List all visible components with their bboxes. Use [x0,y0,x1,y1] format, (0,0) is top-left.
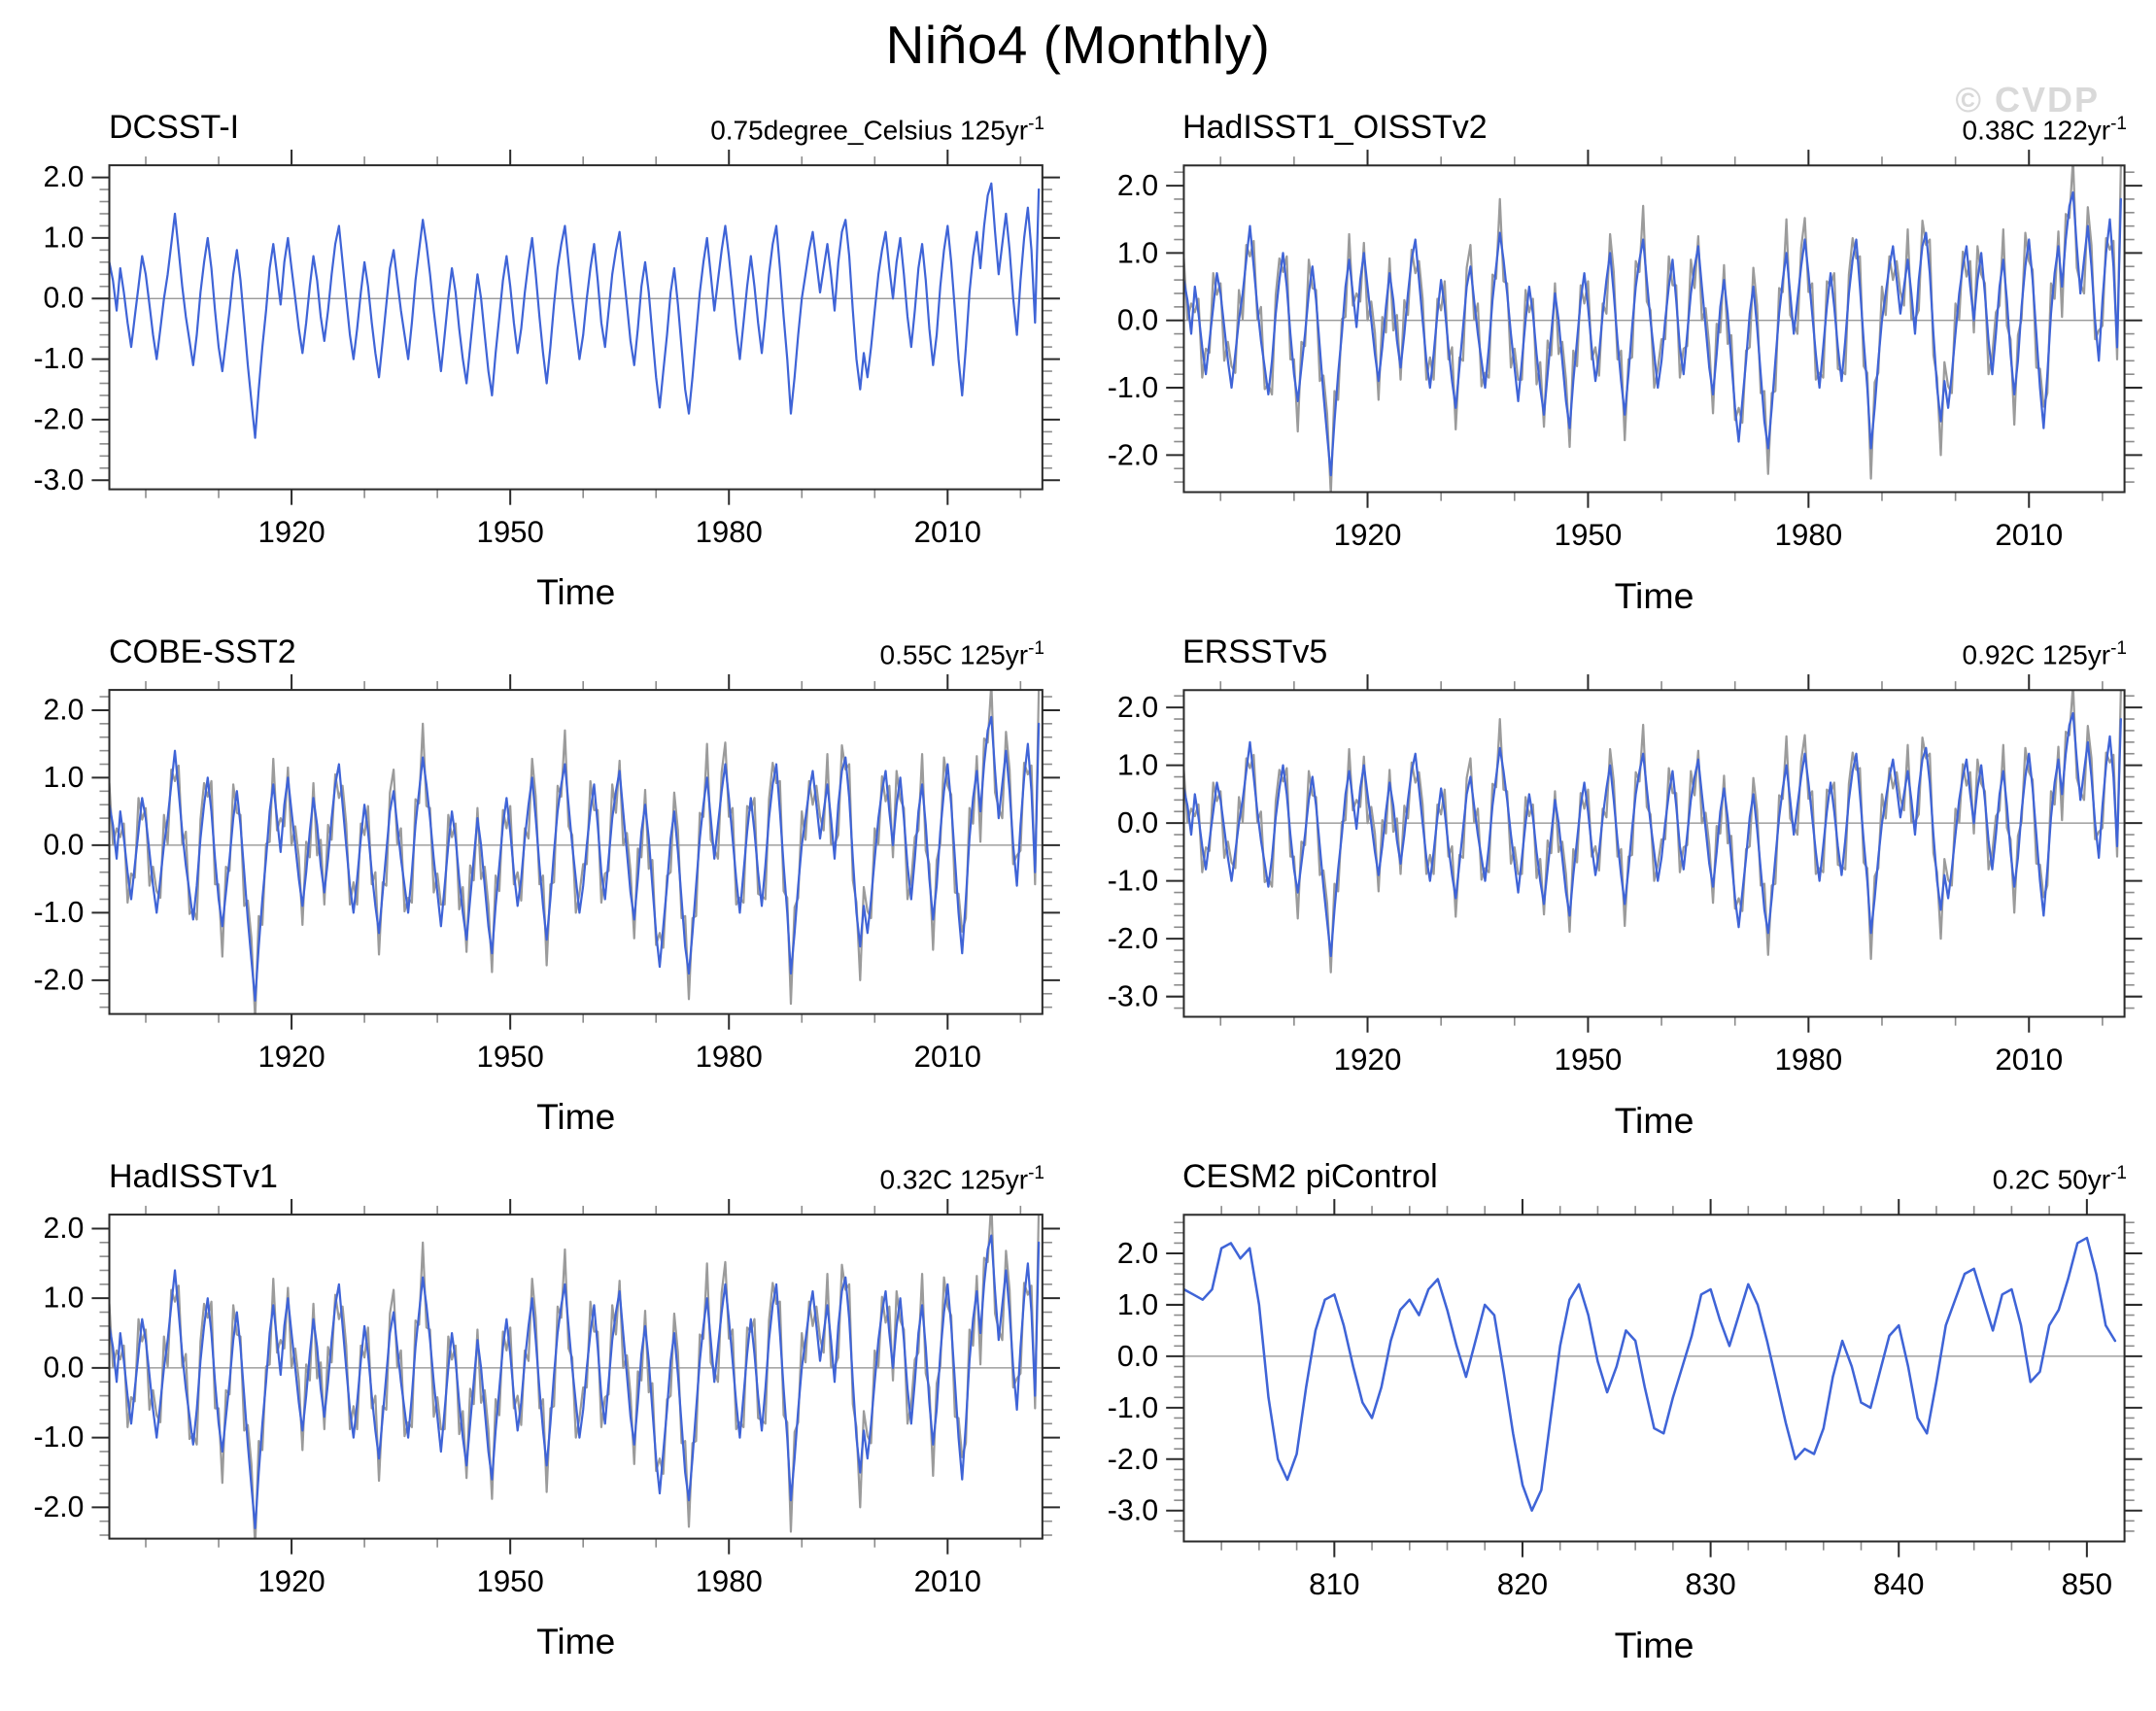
svg-text:1950: 1950 [477,1040,544,1074]
chart-panel-cobe-sst2: COBE-SST2 0.55C 125yr-1 1920 1950 1980 2010… [0,626,1074,1150]
svg-text:-1.0: -1.0 [1108,1391,1158,1424]
svg-text:Time: Time [536,1096,615,1137]
svg-text:0.0: 0.0 [1117,304,1158,337]
svg-text:2010: 2010 [914,1564,981,1598]
panel-title: CESM2 piControl [1182,1158,1438,1196]
svg-text:-3.0: -3.0 [1108,1494,1158,1527]
svg-text:0.0: 0.0 [1117,806,1158,839]
figure: Niño4 (Monthly) © CVDP DCSST-I 0.75degre… [0,0,2156,1676]
svg-text:1920: 1920 [257,1040,325,1074]
svg-text:-1.0: -1.0 [33,897,84,929]
panel-title: HadISSTv1 [109,1158,278,1196]
svg-text:-1.0: -1.0 [1108,865,1158,898]
svg-text:1.0: 1.0 [44,762,85,794]
svg-text:Time: Time [536,571,615,612]
chart-panel-dcsst-i: DCSST-I 0.75degree_Celsius 125yr-1 1920 1… [0,101,1074,626]
line-chart: 1920 1950 1980 2010 2.0 1.0 0.0 -1.0 -2.0 -3.0 Tim… [33,150,1060,612]
svg-text:1.0: 1.0 [1117,1288,1158,1321]
svg-text:820: 820 [1497,1568,1548,1602]
cvdp-watermark: © CVDP [1955,80,2100,120]
line-chart: 1920 1950 1980 2010 2.0 1.0 0.0 -1.0 -2.0 -3.0 Tim… [1108,674,2142,1141]
chart-panel-cesm2-picontrol: CESM2 piControl 0.2C 50yr-1 810 820 830 840… [1074,1150,2156,1675]
panel-trend-label: 0.2C 50yr-1 [1992,1163,2127,1195]
svg-text:1.0: 1.0 [44,222,85,254]
svg-text:-2.0: -2.0 [1108,922,1158,955]
chart-panel-hadisst1-oisstv2: HadISST1_OISSTv2 0.38C 122yr-1 1920 1950 1… [1074,101,2156,626]
panel-title: ERSSTv5 [1182,633,1328,671]
chart-panel-ersstv5: ERSSTv5 0.92C 125yr-1 1920 1950 1980 2010 2.… [1074,626,2156,1150]
line-chart: 1920 1950 1980 2010 2.0 1.0 0.0 -1.0 -2.0 Time [33,1199,1060,1662]
svg-text:Time: Time [1615,1100,1694,1141]
svg-text:-1.0: -1.0 [1108,371,1158,404]
line-chart: 1920 1950 1980 2010 2.0 1.0 0.0 -1.0 -2.0 Time [1108,150,2142,616]
svg-text:-3.0: -3.0 [33,464,84,496]
panels-grid: DCSST-I 0.75degree_Celsius 125yr-1 1920 1… [0,101,2156,1676]
panel-trend-label: 0.92C 125yr-1 [1962,637,2127,670]
svg-text:1950: 1950 [477,515,544,549]
svg-text:840: 840 [1873,1568,1924,1602]
svg-text:2.0: 2.0 [1117,1237,1158,1270]
svg-text:1950: 1950 [1555,518,1623,552]
svg-text:Time: Time [536,1622,615,1662]
figure-title: Niño4 (Monthly) [885,15,1271,75]
svg-text:-2.0: -2.0 [33,403,84,435]
svg-text:2010: 2010 [1995,1043,2063,1077]
svg-text:0.0: 0.0 [1117,1340,1158,1373]
svg-text:1920: 1920 [1334,518,1402,552]
svg-text:1980: 1980 [1774,518,1842,552]
svg-text:-2.0: -2.0 [1108,438,1158,471]
svg-text:0.0: 0.0 [44,1352,85,1385]
line-chart: 810 820 830 840 850 2.0 1.0 0.0 -1.0 -2.0 -3.0 Time [1108,1199,2142,1665]
panel-title: HadISST1_OISSTv2 [1182,109,1488,146]
svg-text:1920: 1920 [1334,1043,1402,1077]
panel-header: DCSST-I 0.75degree_Celsius 125yr-1 [0,101,1074,144]
panel-trend-label: 0.55C 125yr-1 [879,637,1044,670]
svg-text:1920: 1920 [257,1564,325,1598]
svg-text:Time: Time [1615,575,1694,616]
svg-text:850: 850 [2062,1568,2112,1602]
panel-header: COBE-SST2 0.55C 125yr-1 [0,626,1074,668]
svg-text:1950: 1950 [1555,1043,1623,1077]
svg-text:Time: Time [1615,1625,1694,1665]
panel-header: HadISSTv1 0.32C 125yr-1 [0,1150,1074,1193]
svg-text:1950: 1950 [477,1564,544,1598]
figure-header: Niño4 (Monthly) © CVDP [0,0,2156,120]
chart-panel-hadisstv1: HadISSTv1 0.32C 125yr-1 1920 1950 1980 2010… [0,1150,1074,1675]
svg-text:2010: 2010 [1995,518,2063,552]
svg-text:830: 830 [1685,1568,1735,1602]
panel-header: CESM2 piControl 0.2C 50yr-1 [1074,1150,2156,1193]
panel-trend-label: 0.38C 122yr-1 [1962,113,2127,145]
svg-text:810: 810 [1309,1568,1359,1602]
svg-text:1920: 1920 [257,515,325,549]
line-chart: 1920 1950 1980 2010 2.0 1.0 0.0 -1.0 -2.0 Time [33,674,1060,1137]
panel-header: ERSSTv5 0.92C 125yr-1 [1074,626,2156,668]
svg-text:1.0: 1.0 [1117,749,1158,782]
panel-header: HadISST1_OISSTv2 0.38C 122yr-1 [1074,101,2156,144]
svg-text:1.0: 1.0 [44,1283,85,1315]
svg-text:-3.0: -3.0 [1108,980,1158,1013]
panel-trend-label: 0.75degree_Celsius 125yr-1 [710,113,1044,145]
svg-text:-2.0: -2.0 [33,965,84,997]
svg-text:-2.0: -2.0 [1108,1443,1158,1476]
panel-title: DCSST-I [109,109,240,146]
svg-text:2.0: 2.0 [44,161,85,193]
svg-text:-1.0: -1.0 [33,343,84,375]
svg-text:2010: 2010 [914,1040,981,1074]
svg-text:2.0: 2.0 [44,1213,85,1245]
svg-text:1980: 1980 [1774,1043,1842,1077]
svg-text:1980: 1980 [696,515,763,549]
svg-text:1980: 1980 [696,1040,763,1074]
panel-trend-label: 0.32C 125yr-1 [879,1163,1044,1195]
svg-text:2.0: 2.0 [44,695,85,727]
svg-text:2.0: 2.0 [1117,691,1158,724]
svg-text:1.0: 1.0 [1117,236,1158,269]
svg-text:2010: 2010 [914,515,981,549]
svg-text:1980: 1980 [696,1564,763,1598]
svg-text:0.0: 0.0 [44,830,85,862]
svg-text:2.0: 2.0 [1117,169,1158,202]
svg-text:-2.0: -2.0 [33,1491,84,1523]
svg-text:-1.0: -1.0 [33,1422,84,1454]
panel-title: COBE-SST2 [109,633,296,671]
svg-text:0.0: 0.0 [44,283,85,315]
